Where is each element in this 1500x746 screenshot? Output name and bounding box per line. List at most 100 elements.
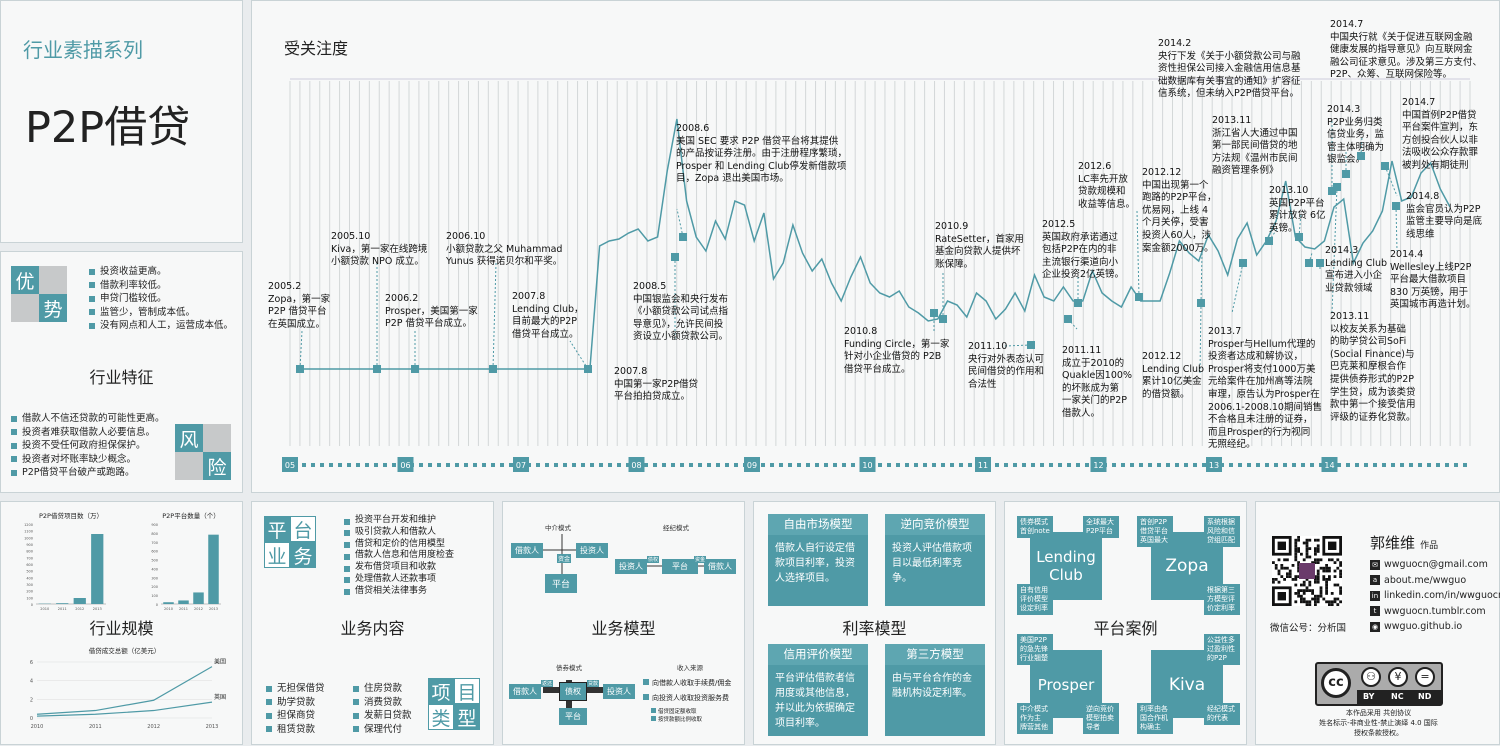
qr-module (1311, 589, 1314, 592)
timeline-event: 2012.6 LC率先开放 贷款规模和 收益等信息。 (1078, 161, 1135, 211)
qr-module (1303, 598, 1306, 601)
rate-body: 由与平台合作的金融机构设定利率。 (892, 671, 978, 701)
qr-module (1325, 600, 1328, 603)
bar-y-tick: 700 (151, 541, 158, 545)
adv-square-1: 优 (11, 266, 39, 294)
proj-item: 租赁贷款 (266, 723, 325, 737)
cc-by-icon: ⚇ (1361, 667, 1381, 687)
cc-nc-label: NC (1391, 692, 1404, 701)
case-name-lendingclub: Lending Club (1030, 548, 1102, 584)
rate-head: 逆向竞价模型 (885, 514, 985, 535)
leader-line (677, 209, 683, 237)
qr-module (1331, 558, 1334, 561)
qr-module (1303, 558, 1306, 561)
timeline-event: 2014.3 P2P业务归类 信贷业务，监 管主体明确为 银监会。 (1327, 104, 1384, 167)
bar-x-tick: 2011 (58, 607, 67, 611)
timeline-event: 2006.2 Prosper，美国第一家 P2P 借贷平台成立。 (385, 293, 478, 331)
bar-x-tick: 2010 (40, 607, 49, 611)
cc-nd-icon: = (1415, 667, 1435, 687)
qr-module (1306, 586, 1309, 589)
bar-y-tick: 900 (26, 543, 33, 547)
line-x-tick: 2011 (89, 724, 102, 730)
qr-module (1294, 600, 1297, 603)
rate-box-credit: 信用评价模型平台评估借款者信用度或其他信息，并以此为依据确定项目利率。 (768, 644, 868, 736)
qr-module (1339, 589, 1342, 592)
event-marker (1135, 293, 1143, 301)
qr-module (1331, 603, 1334, 606)
timeline-event: 2010.9 RateSetter，首家用 基金向贷款人提供坏 账保障。 (935, 221, 1024, 271)
risk-item: 投资不受任何政府担保保护。 (11, 439, 165, 453)
case-note: 系统根据 风险和信 贷组匹配 (1204, 516, 1240, 547)
event-marker (373, 365, 381, 373)
event-marker (1342, 170, 1350, 178)
timeline-event: 2005.10 Kiva，第一家在线跨境 小额贷款 NPO 成立。 (331, 231, 427, 269)
qr-module (1334, 600, 1337, 603)
event-marker (1239, 259, 1247, 267)
proj-square-4: 型 (454, 704, 480, 730)
wechat-label: 微信公号：分析国 (1270, 620, 1346, 634)
qr-module (1328, 603, 1331, 606)
bar-y-tick: 200 (151, 585, 158, 589)
risk-square-4: 险 (203, 452, 231, 480)
event-marker (671, 253, 679, 261)
qr-module (1314, 547, 1317, 550)
qr-module (1300, 595, 1303, 598)
qr-module (1339, 600, 1342, 603)
biz-item: 借贷和定价的信用模型 (344, 539, 454, 551)
risk-item: 投资者对坏账率缺少概念。 (11, 453, 165, 467)
qr-module (1339, 570, 1342, 573)
adv-item: 没有网点和人工，运营成本低。 (89, 319, 233, 333)
qr-module (1325, 592, 1328, 595)
case-name-zopa: Zopa (1151, 557, 1223, 575)
contact-row[interactable]: ✉wwguocn@gmail.com (1370, 557, 1500, 573)
cases-title: 平台案例 (1005, 615, 1246, 639)
bar-y-tick: 1100 (24, 530, 33, 534)
timeline-event: 2005.2 Zopa，第一家 P2P 借贷平台 在英国成立。 (268, 281, 330, 331)
proj-item: 保理代付 (353, 723, 412, 737)
qr-finder (1328, 542, 1336, 550)
event-marker (939, 315, 947, 323)
case-name-prosper: Prosper (1030, 676, 1102, 694)
qr-module (1278, 572, 1281, 575)
bar-y-tick: 200 (26, 590, 33, 594)
proj-square-1: 项 (428, 678, 454, 704)
qr-module (1328, 575, 1331, 578)
timeline-event: 2008.6 美国 SEC 要求 P2P 借贷平台将其提供 的产品按证券注册。由… (676, 123, 847, 186)
qr-module (1336, 598, 1339, 601)
business-panel: 平 台 业 务 投资平台开发和维护 吸引贷款人和借款人 借贷和定价的信用模型 借… (251, 501, 494, 745)
adv-square-2 (39, 266, 67, 294)
risk-item: 借款人不信还贷款的可能性更高。 (11, 412, 165, 426)
qr-module (1317, 581, 1320, 584)
bar-y-tick: 600 (151, 550, 158, 554)
qr-module (1317, 539, 1320, 542)
qr-module (1336, 567, 1339, 570)
qr-module (1294, 592, 1297, 595)
contact-row[interactable]: ◉wwguo.github.io (1370, 619, 1500, 635)
qr-module (1283, 567, 1286, 570)
bar-y-tick: 0 (31, 603, 33, 607)
cash-node: 资金 (694, 556, 706, 563)
qr-module (1325, 578, 1328, 581)
qr-module (1334, 570, 1337, 573)
bar (56, 603, 68, 604)
line-y-tick: 0 (30, 716, 33, 722)
qr-module (1303, 581, 1306, 584)
qr-module (1317, 598, 1320, 601)
broker-platform-node: 平台 (662, 559, 698, 574)
case-note: 全球最大 P2P平台 (1083, 516, 1119, 538)
bar-chart-title: P2P平台数量（个） (162, 511, 219, 520)
qr-module (1314, 558, 1317, 561)
qr-code-icon (1272, 536, 1342, 606)
qr-module (1303, 584, 1306, 587)
bar-y-tick: 600 (26, 563, 33, 567)
bar-x-tick: 2012 (194, 607, 203, 611)
income-title: 收入来源 (677, 662, 703, 672)
qr-module (1297, 539, 1300, 542)
event-marker (930, 309, 938, 317)
case-note: 经纪模式 的代表 (1204, 703, 1240, 725)
year-tick-label: 07 (516, 461, 526, 470)
year-tick-label: 11 (978, 461, 988, 470)
